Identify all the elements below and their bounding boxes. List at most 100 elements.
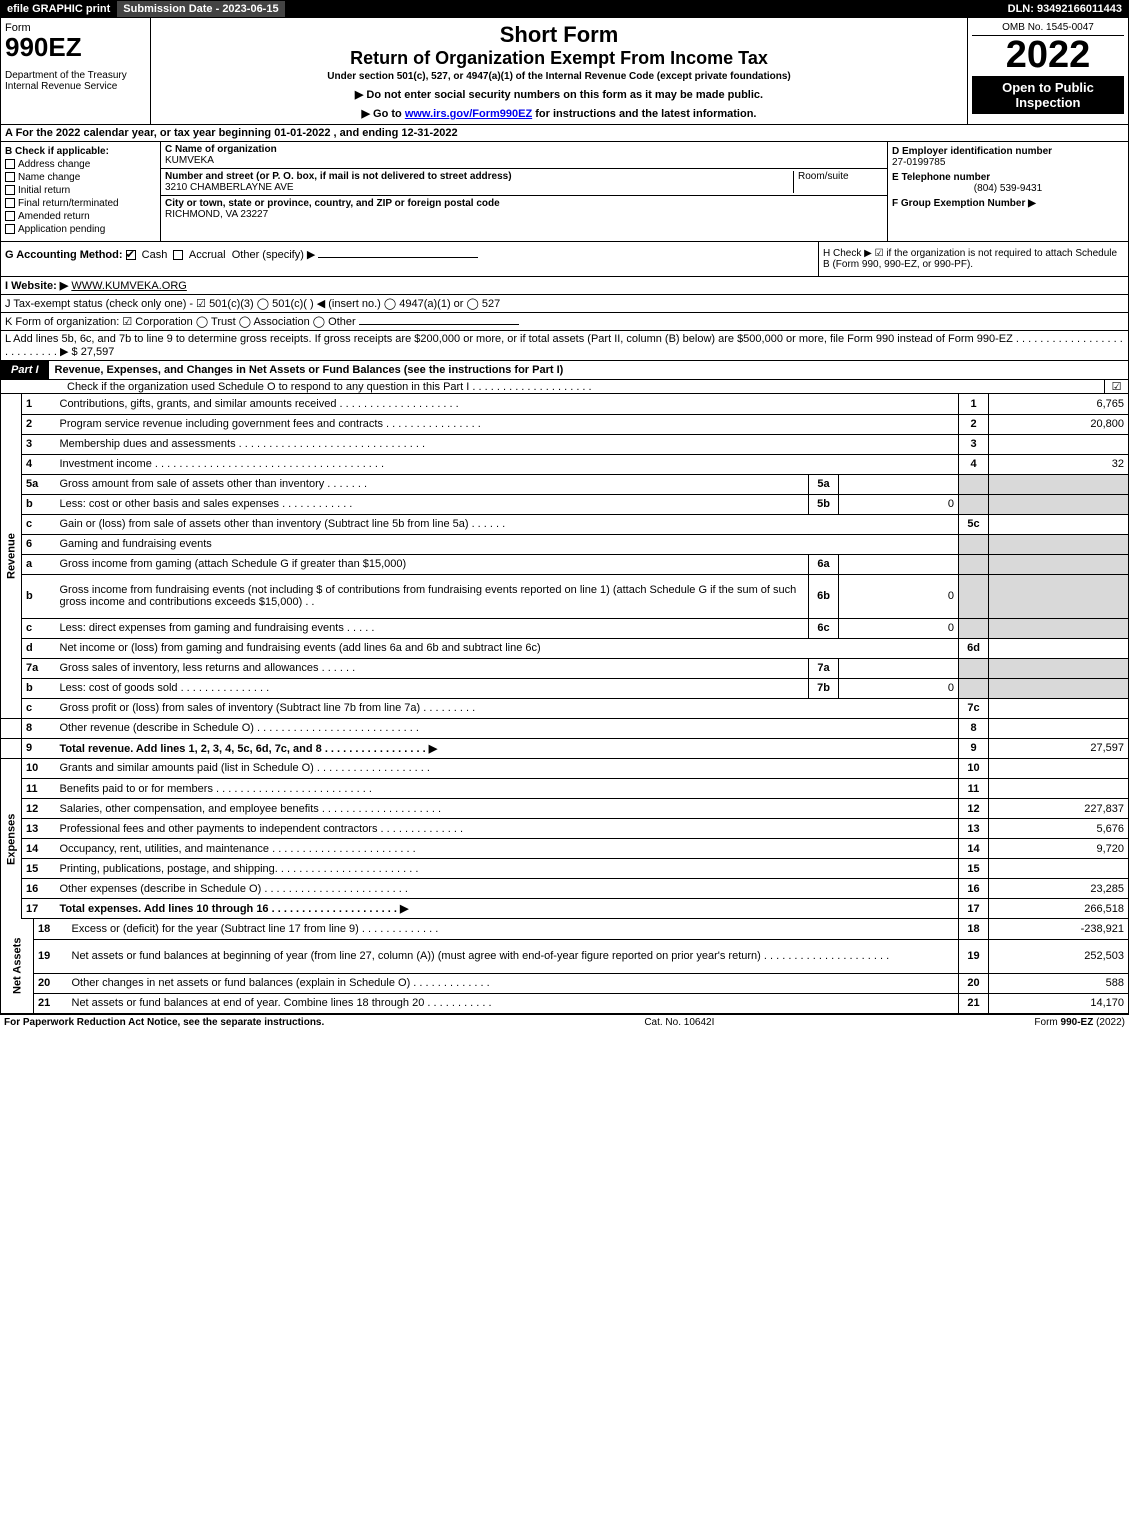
line-desc: Less: cost or other basis and sales expe… xyxy=(56,494,809,514)
accounting-method-label: G Accounting Method: xyxy=(5,249,123,261)
line-num: b xyxy=(22,574,56,618)
shaded-cell xyxy=(959,534,989,554)
form-subtitle: Under section 501(c), 527, or 4947(a)(1)… xyxy=(155,71,963,82)
addr-label: Number and street (or P. O. box, if mail… xyxy=(165,171,512,182)
instr2-prefix: ▶ Go to xyxy=(362,108,405,120)
line-num: 9 xyxy=(22,738,56,758)
form-title-2: Return of Organization Exempt From Incom… xyxy=(155,48,963,69)
line-amount xyxy=(989,434,1129,454)
line-amount: -238,921 xyxy=(989,919,1129,939)
check-cash[interactable] xyxy=(126,250,136,260)
other-org-line[interactable] xyxy=(359,324,519,325)
line-amount: 6,765 xyxy=(989,394,1129,414)
line-desc: Gross sales of inventory, less returns a… xyxy=(56,658,809,678)
shaded-cell xyxy=(989,494,1129,514)
line-num: 17 xyxy=(22,899,56,919)
check-amended-return[interactable]: Amended return xyxy=(5,211,156,222)
line-desc: Other expenses (describe in Schedule O) … xyxy=(56,879,959,899)
line-ref: 18 xyxy=(959,919,989,939)
line-num: 1 xyxy=(22,394,56,414)
revenue-side-label: Revenue xyxy=(1,394,22,718)
shaded-cell xyxy=(959,658,989,678)
check-final-return[interactable]: Final return/terminated xyxy=(5,198,156,209)
efile-label[interactable]: efile GRAPHIC print xyxy=(1,1,117,17)
line-num: 14 xyxy=(22,839,56,859)
paperwork-notice: For Paperwork Reduction Act Notice, see … xyxy=(4,1017,324,1028)
subline-ref: 6a xyxy=(809,554,839,574)
header-left: Form 990EZ Department of the Treasury In… xyxy=(1,18,151,124)
line-ref: 1 xyxy=(959,394,989,414)
line-num: 20 xyxy=(34,973,68,993)
ein-label: D Employer identification number xyxy=(892,146,1124,157)
shaded-cell xyxy=(989,554,1129,574)
line-amount: 14,170 xyxy=(989,993,1129,1013)
shaded-cell xyxy=(989,658,1129,678)
form-title-1: Short Form xyxy=(155,22,963,48)
line-ref: 7c xyxy=(959,698,989,718)
line-ref: 5c xyxy=(959,514,989,534)
line-desc: Gross income from fundraising events (no… xyxy=(56,574,809,618)
check-application-pending[interactable]: Application pending xyxy=(5,224,156,235)
part-1-tab: Part I xyxy=(1,361,49,379)
other-specify-line[interactable] xyxy=(318,257,478,258)
other-specify-label: Other (specify) ▶ xyxy=(232,249,316,261)
form-ref: Form 990-EZ (2022) xyxy=(1034,1017,1125,1028)
line-desc: Gross amount from sale of assets other t… xyxy=(56,474,809,494)
city-label: City or town, state or province, country… xyxy=(165,198,500,209)
line-ref: 4 xyxy=(959,454,989,474)
line-num: 11 xyxy=(22,779,56,799)
line-amount: 5,676 xyxy=(989,819,1129,839)
org-name: KUMVEKA xyxy=(165,155,214,166)
line-desc: Net assets or fund balances at end of ye… xyxy=(68,993,959,1013)
block-gh: G Accounting Method: Cash Accrual Other … xyxy=(0,242,1129,277)
expenses-side-label: Expenses xyxy=(1,759,22,919)
form-of-organization: K Form of organization: ☑ Corporation ◯ … xyxy=(5,316,356,328)
check-name-change[interactable]: Name change xyxy=(5,172,156,183)
line-desc: Other changes in net assets or fund bala… xyxy=(68,973,959,993)
header-right: OMB No. 1545-0047 2022 Open to Public In… xyxy=(968,18,1128,124)
shaded-cell xyxy=(959,554,989,574)
check-address-change[interactable]: Address change xyxy=(5,159,156,170)
line-num: 10 xyxy=(22,759,56,779)
line-num: 2 xyxy=(22,414,56,434)
section-k: K Form of organization: ☑ Corporation ◯ … xyxy=(0,313,1129,331)
line-num: 16 xyxy=(22,879,56,899)
instruction-1: ▶ Do not enter social security numbers o… xyxy=(155,88,963,101)
line-desc: Contributions, gifts, grants, and simila… xyxy=(56,394,959,414)
dln-label: DLN: 93492166011443 xyxy=(1002,1,1128,17)
section-c: C Name of organization KUMVEKA Number an… xyxy=(161,142,888,241)
phone-label: E Telephone number xyxy=(892,172,1124,183)
check-initial-return[interactable]: Initial return xyxy=(5,185,156,196)
shaded-cell xyxy=(959,678,989,698)
line-num: 15 xyxy=(22,859,56,879)
part-1-checkbox[interactable]: ☑ xyxy=(1104,380,1128,393)
check-accrual[interactable] xyxy=(173,250,183,260)
line-desc: Net income or (loss) from gaming and fun… xyxy=(56,638,959,658)
line-num: 6 xyxy=(22,534,56,554)
line-amount: 27,597 xyxy=(989,738,1129,758)
line-num: 21 xyxy=(34,993,68,1013)
subline-amount: 0 xyxy=(839,574,959,618)
website-value[interactable]: WWW.KUMVEKA.ORG xyxy=(71,280,187,292)
line-ref: 10 xyxy=(959,759,989,779)
subline-ref: 7b xyxy=(809,678,839,698)
part-1-check-row: Check if the organization used Schedule … xyxy=(0,380,1129,394)
line-desc: Gross income from gaming (attach Schedul… xyxy=(56,554,809,574)
ein-value: 27-0199785 xyxy=(892,157,1124,168)
line-ref: 16 xyxy=(959,879,989,899)
room-suite-label: Room/suite xyxy=(798,171,849,182)
subline-ref: 6c xyxy=(809,618,839,638)
line-amount xyxy=(989,718,1129,738)
section-i: I Website: ▶ WWW.KUMVEKA.ORG xyxy=(0,277,1129,295)
section-j: J Tax-exempt status (check only one) - ☑… xyxy=(0,295,1129,313)
irs-link[interactable]: www.irs.gov/Form990EZ xyxy=(405,108,532,120)
line-num: c xyxy=(22,618,56,638)
line-desc: Less: direct expenses from gaming and fu… xyxy=(56,618,809,638)
line-num: c xyxy=(22,698,56,718)
line-num: 13 xyxy=(22,819,56,839)
line-num: b xyxy=(22,494,56,514)
shaded-cell xyxy=(959,574,989,618)
open-inspection: Open to Public Inspection xyxy=(972,76,1124,114)
org-address: 3210 CHAMBERLAYNE AVE xyxy=(165,182,294,193)
section-g: G Accounting Method: Cash Accrual Other … xyxy=(1,242,818,276)
